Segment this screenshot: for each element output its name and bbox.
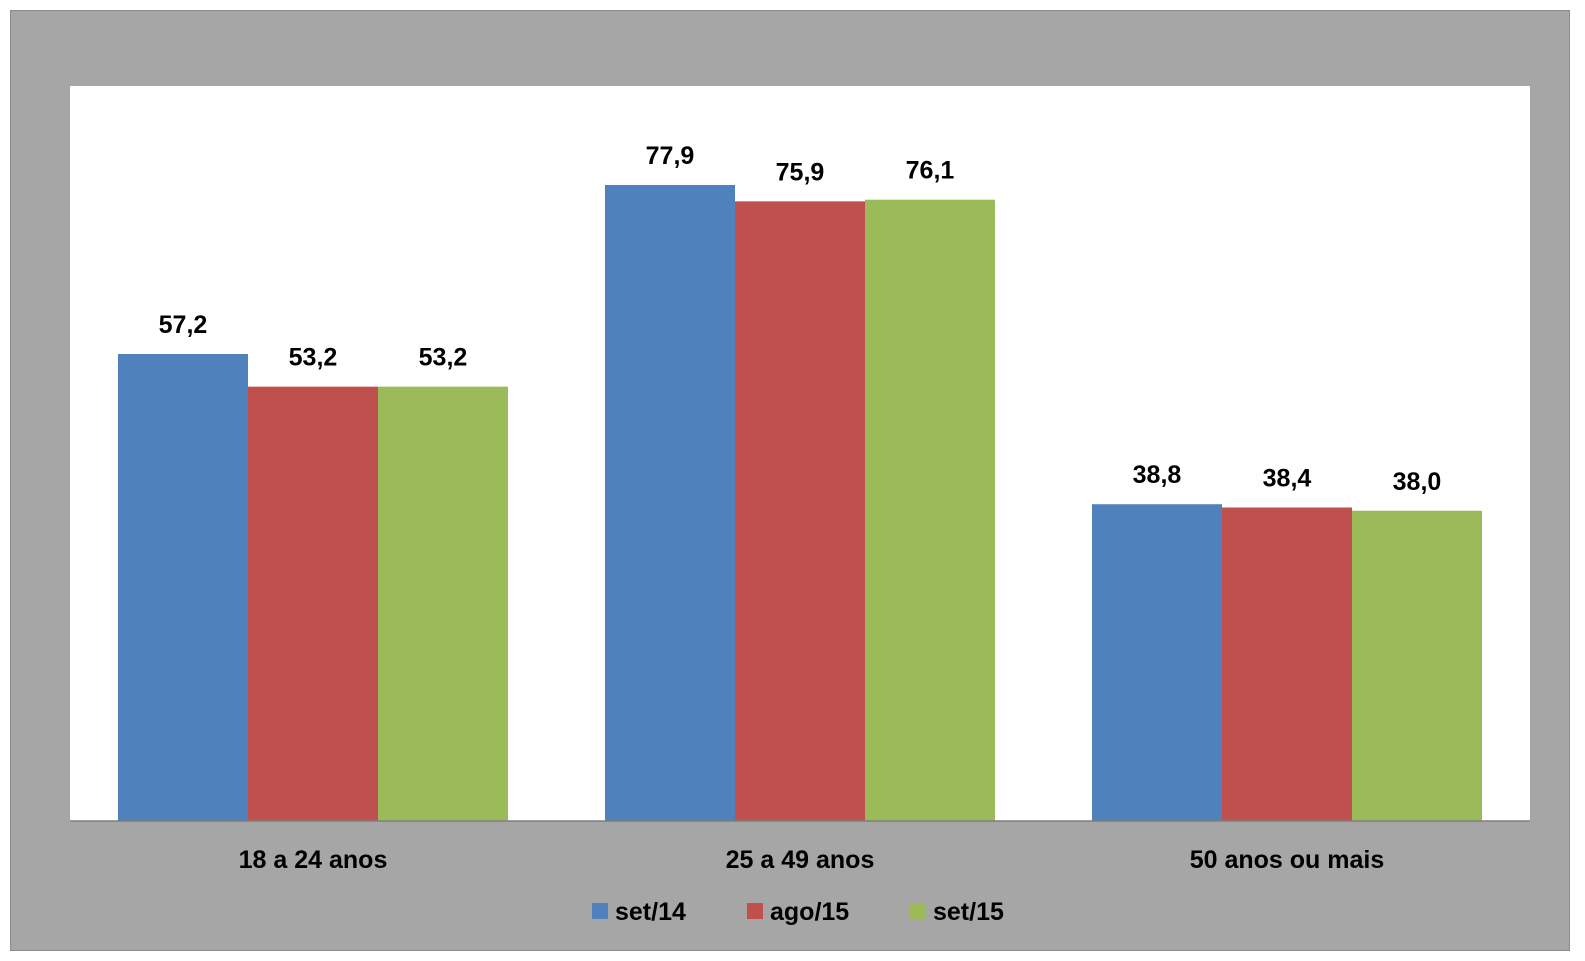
- bar-set-14-3: [1092, 504, 1222, 821]
- bar-ago-15-2: [735, 201, 865, 822]
- data-label-set-15-3: 38,0: [1393, 468, 1442, 496]
- data-labels-layer: 57,2 53,2 53,2 77,9 75,9 76,1 38,8 38,4 38,0: [159, 142, 1442, 496]
- category-labels-layer: 18 a 24 anos 25 a 49 anos 50 anos ou mais: [239, 846, 1385, 874]
- bar-set-14-1: [118, 354, 248, 821]
- bar-set-14-2: [605, 185, 735, 821]
- data-label-set-15-1: 53,2: [419, 344, 468, 372]
- bars-layer: [118, 185, 1482, 822]
- data-label-set-14-1: 57,2: [159, 311, 208, 339]
- legend-label-set-14: set/14: [615, 898, 686, 926]
- legend-label-ago-15: ago/15: [770, 898, 849, 926]
- data-label-ago-15-1: 53,2: [289, 344, 338, 372]
- legend-swatch-set-15: [910, 903, 926, 919]
- bar-set-15-2: [865, 199, 995, 821]
- category-label-2: 25 a 49 anos: [726, 846, 875, 874]
- bar-ago-15-3: [1222, 507, 1352, 821]
- category-label-1: 18 a 24 anos: [239, 846, 388, 874]
- bar-set-15-1: [378, 386, 508, 821]
- bar-set-15-3: [1352, 510, 1482, 821]
- bar-ago-15-1: [248, 386, 378, 821]
- data-label-set-15-2: 76,1: [906, 157, 955, 185]
- legend-swatch-set-14: [592, 903, 608, 919]
- data-label-ago-15-2: 75,9: [776, 158, 825, 186]
- category-label-3: 50 anos ou mais: [1190, 846, 1385, 874]
- data-label-ago-15-3: 38,4: [1263, 464, 1312, 492]
- data-label-set-14-2: 77,9: [646, 142, 695, 170]
- data-label-set-14-3: 38,8: [1133, 461, 1182, 489]
- legend-swatch-ago-15: [747, 903, 763, 919]
- legend: set/14 ago/15 set/15: [592, 898, 1004, 926]
- legend-label-set-15: set/15: [933, 898, 1004, 926]
